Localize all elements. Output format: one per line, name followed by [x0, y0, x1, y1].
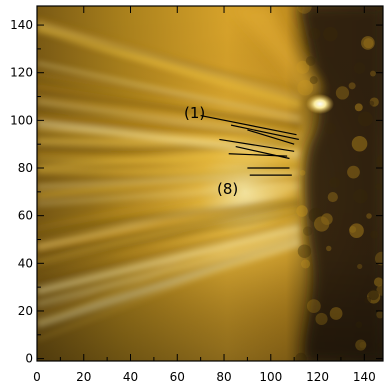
plot-frame — [36, 5, 384, 362]
x-tick-label: 140 — [353, 370, 376, 384]
slit-line-6 — [228, 153, 288, 157]
x-tick-label: 40 — [123, 370, 138, 384]
annotation-last-slit: (8) — [217, 180, 238, 198]
y-tick-label: 140 — [10, 18, 33, 32]
slit-line-1 — [200, 115, 297, 136]
x-axis: 0 20 40 60 80 100 120 140 — [33, 6, 376, 384]
x-tick-label: 80 — [216, 370, 231, 384]
y-tick-label: 80 — [18, 161, 33, 175]
y-tick-label: 120 — [10, 66, 33, 80]
y-tick-label: 20 — [18, 304, 33, 318]
solar-image — [37, 6, 383, 361]
slit-line-5 — [235, 145, 290, 160]
slit-line-2 — [230, 124, 299, 141]
slit-line-4 — [219, 138, 295, 152]
x-tick-label: 0 — [33, 370, 41, 384]
x-tick-label: 100 — [259, 370, 282, 384]
y-tick-label: 40 — [18, 256, 33, 270]
y-tick-label: 60 — [18, 209, 33, 223]
x-tick-label: 120 — [306, 370, 329, 384]
slit-line-3 — [247, 129, 295, 145]
y-tick-label: 100 — [10, 113, 33, 127]
y-tick-label: 0 — [25, 352, 33, 366]
x-tick-label: 60 — [170, 370, 185, 384]
annotation-first-slit: (1) — [184, 104, 205, 122]
y-axis: 0 20 40 60 80 100 120 140 — [10, 18, 383, 366]
slit-lines — [200, 115, 299, 176]
x-tick-label: 20 — [76, 370, 91, 384]
